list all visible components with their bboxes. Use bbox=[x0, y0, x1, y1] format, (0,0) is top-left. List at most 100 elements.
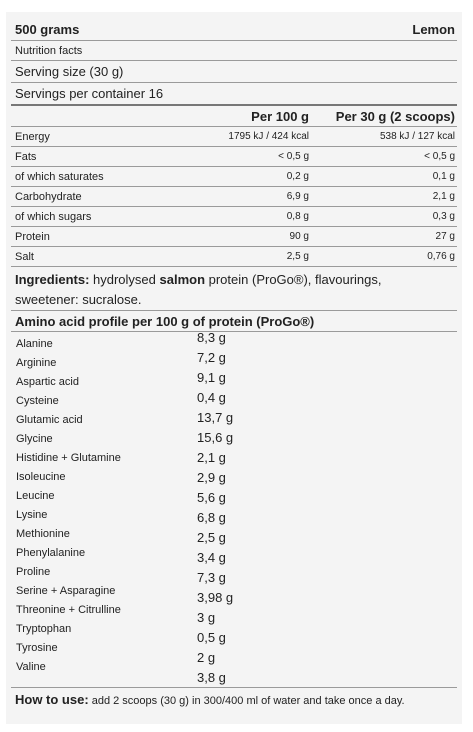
servings-per-container: Servings per container 16 bbox=[15, 86, 164, 101]
amino-name: Histidine + Glutamine bbox=[16, 452, 121, 464]
nutrient-per100: 90 g bbox=[289, 231, 309, 242]
nutrition-facts-row: Nutrition facts bbox=[11, 41, 457, 60]
amino-value: 9,1 g bbox=[197, 370, 226, 385]
how-to-use-text: add 2 scoops (30 g) in 300/400 ml of wat… bbox=[88, 694, 405, 707]
servings-row: Servings per container 16 bbox=[11, 83, 457, 104]
nutrient-name: Fats bbox=[15, 150, 37, 163]
nutrient-per30: 538 kJ / 127 kcal bbox=[379, 131, 455, 142]
divider bbox=[11, 60, 457, 61]
nutrient-per100: < 0,5 g bbox=[278, 151, 309, 162]
amino-name: Cysteine bbox=[16, 395, 59, 407]
ingredients-salmon: salmon bbox=[159, 272, 206, 287]
nutrient-row: Protein 90 g 27 g bbox=[11, 227, 457, 246]
nutrient-per100: 2,5 g bbox=[286, 251, 309, 262]
amino-value: 6,8 g bbox=[197, 510, 226, 525]
how-to-use-row: How to use: add 2 scoops (30 g) in 300/4… bbox=[11, 688, 457, 710]
nutrient-name: Salt bbox=[15, 250, 34, 263]
divider bbox=[11, 310, 457, 311]
divider bbox=[11, 331, 457, 332]
amino-value: 7,3 g bbox=[197, 570, 226, 585]
divider bbox=[11, 226, 457, 227]
nutrient-per30: 0,3 g bbox=[432, 211, 455, 222]
amino-name: Proline bbox=[16, 566, 51, 578]
divider bbox=[11, 206, 457, 207]
amino-name: Serine + Asparagine bbox=[16, 585, 116, 597]
ingredients-label: Ingredients: bbox=[15, 272, 90, 287]
ingredients-block: Ingredients: hydrolysed salmon protein (… bbox=[15, 270, 455, 310]
amino-value: 3 g bbox=[197, 610, 216, 625]
serving-size-row: Serving size (30 g) bbox=[11, 61, 457, 82]
header-row: 500 grams Lemon bbox=[11, 18, 457, 40]
amino-value: 3,98 g bbox=[197, 590, 234, 605]
nutrient-name: of which saturates bbox=[15, 170, 104, 183]
nutrient-row: Fats < 0,5 g < 0,5 g bbox=[11, 147, 457, 166]
amino-name: Tyrosine bbox=[16, 642, 58, 654]
nutrient-per100: 0,8 g bbox=[286, 211, 309, 222]
amino-value: 5,6 g bbox=[197, 490, 226, 505]
amino-value: 3,8 g bbox=[197, 670, 226, 685]
nutrient-name: Protein bbox=[15, 230, 50, 243]
amino-name: Glycine bbox=[16, 433, 53, 445]
amino-value: 3,4 g bbox=[197, 550, 226, 565]
nutrient-row: Carbohydrate 6,9 g 2,1 g bbox=[11, 187, 457, 206]
divider bbox=[11, 40, 457, 41]
divider bbox=[11, 104, 457, 106]
amino-value: 2,9 g bbox=[197, 470, 226, 485]
amino-name: Methionine bbox=[16, 528, 70, 540]
product-flavour: Lemon bbox=[412, 21, 455, 37]
amino-name: Alanine bbox=[16, 338, 53, 350]
nutrient-row: of which sugars 0,8 g 0,3 g bbox=[11, 207, 457, 226]
divider bbox=[11, 687, 457, 688]
amino-value: 15,6 g bbox=[197, 430, 234, 445]
amino-name: Arginine bbox=[16, 357, 57, 369]
amino-name: Isoleucine bbox=[16, 471, 66, 483]
amino-name: Lysine bbox=[16, 509, 48, 521]
amino-name: Phenylalanine bbox=[16, 547, 86, 559]
nutrient-per30: < 0,5 g bbox=[424, 151, 455, 162]
divider bbox=[11, 246, 457, 247]
amino-value: 2,5 g bbox=[197, 530, 226, 545]
divider bbox=[11, 126, 457, 127]
ingredients-line2: sweetener: sucralose. bbox=[15, 292, 142, 307]
amino-value: 2 g bbox=[197, 650, 216, 665]
nutrient-per30: 27 g bbox=[435, 231, 455, 242]
divider bbox=[11, 166, 457, 167]
amino-title-row: Amino acid profile per 100 g of protein … bbox=[11, 311, 457, 331]
nutrient-name: Carbohydrate bbox=[15, 190, 82, 203]
column-header-row: Per 100 g Per 30 g (2 scoops) bbox=[11, 106, 457, 126]
nutrient-row: Energy 1795 kJ / 424 kcal 538 kJ / 127 kca… bbox=[11, 127, 457, 146]
nutrient-name: Energy bbox=[15, 130, 50, 143]
nutrient-name: of which sugars bbox=[15, 210, 92, 223]
amino-name: Aspartic acid bbox=[16, 376, 79, 388]
nutrient-per100: 0,2 g bbox=[286, 171, 309, 182]
nutrition-panel: 500 grams Lemon Nutrition facts Serving … bbox=[6, 12, 462, 724]
nutrient-per100: 1795 kJ / 424 kcal bbox=[228, 131, 309, 142]
how-to-use-label: How to use: bbox=[15, 691, 89, 707]
amino-value: 0,5 g bbox=[197, 630, 226, 645]
amino-value: 13,7 g bbox=[197, 410, 234, 425]
amino-value: 2,1 g bbox=[197, 450, 226, 465]
amino-value: 0,4 g bbox=[197, 390, 226, 405]
product-weight: 500 grams bbox=[15, 21, 80, 37]
divider bbox=[11, 186, 457, 187]
divider bbox=[11, 266, 457, 267]
amino-value: 8,3 g bbox=[197, 330, 226, 345]
nutrient-per100: 6,9 g bbox=[286, 191, 309, 202]
nutrient-per30: 2,1 g bbox=[432, 191, 455, 202]
amino-title: Amino acid profile per 100 g of protein … bbox=[15, 313, 315, 329]
nutrient-row: Salt 2,5 g 0,76 g bbox=[11, 247, 457, 266]
per100-header: Per 100 g bbox=[251, 108, 309, 124]
amino-name: Tryptophan bbox=[16, 623, 72, 635]
amino-name: Valine bbox=[16, 661, 46, 673]
serving-size: Serving size (30 g) bbox=[15, 64, 124, 79]
divider bbox=[11, 146, 457, 147]
ingredients-text-c: protein (ProGo®), flavourings, bbox=[205, 272, 382, 287]
amino-name: Leucine bbox=[16, 490, 55, 502]
amino-name: Threonine + Citrulline bbox=[16, 604, 121, 616]
ingredients-text-a: hydrolysed bbox=[89, 272, 160, 287]
amino-name: Glutamic acid bbox=[16, 414, 83, 426]
nutrition-facts-label: Nutrition facts bbox=[15, 44, 83, 57]
amino-value: 7,2 g bbox=[197, 350, 226, 365]
nutrient-per30: 0,76 g bbox=[427, 251, 455, 262]
nutrient-row: of which saturates 0,2 g 0,1 g bbox=[11, 167, 457, 186]
